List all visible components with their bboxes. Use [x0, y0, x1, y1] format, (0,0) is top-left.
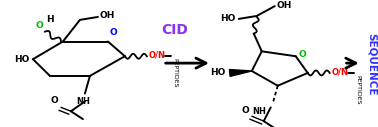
Text: O: O: [299, 50, 307, 59]
Text: SEQUENCE: SEQUENCE: [367, 33, 376, 95]
Text: O: O: [35, 21, 43, 30]
Text: PEPTIDES: PEPTIDES: [356, 75, 361, 104]
Text: O: O: [241, 106, 249, 115]
Text: NH: NH: [76, 97, 90, 106]
Text: OH: OH: [100, 11, 115, 20]
Text: CID: CID: [161, 23, 188, 37]
Text: O/N: O/N: [332, 67, 349, 76]
Text: H: H: [46, 15, 54, 24]
Text: O: O: [50, 96, 58, 105]
Text: HO: HO: [211, 68, 226, 77]
Text: PEPTIDES: PEPTIDES: [173, 58, 178, 88]
Text: NH: NH: [252, 107, 266, 116]
Polygon shape: [229, 69, 252, 76]
Text: HO: HO: [15, 55, 30, 64]
Text: O/N: O/N: [149, 51, 166, 60]
Text: HO: HO: [220, 14, 236, 23]
Text: O: O: [110, 28, 118, 37]
Text: OH: OH: [277, 1, 292, 10]
